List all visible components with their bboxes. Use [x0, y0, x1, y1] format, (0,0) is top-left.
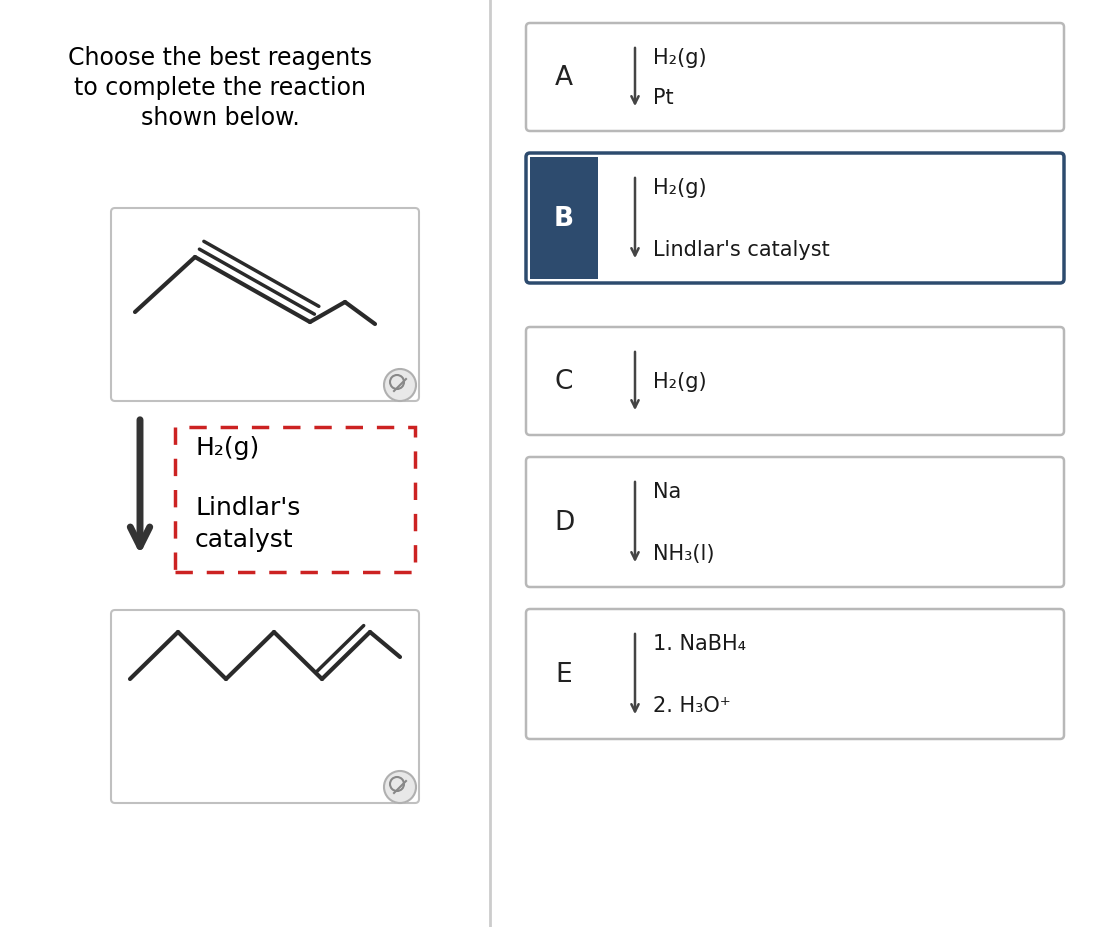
Text: B: B: [554, 206, 574, 232]
Text: H₂(g): H₂(g): [653, 178, 707, 197]
FancyBboxPatch shape: [526, 154, 1064, 284]
Text: E: E: [555, 661, 572, 687]
Text: Pt: Pt: [653, 88, 674, 108]
Text: Lindlar's catalyst: Lindlar's catalyst: [653, 240, 830, 260]
Text: to complete the reaction: to complete the reaction: [74, 76, 366, 100]
Text: catalyst: catalyst: [195, 527, 293, 552]
Circle shape: [384, 370, 416, 401]
FancyBboxPatch shape: [526, 458, 1064, 588]
FancyBboxPatch shape: [526, 24, 1064, 132]
FancyBboxPatch shape: [530, 158, 598, 280]
FancyBboxPatch shape: [526, 327, 1064, 436]
Text: 2. H₃O⁺: 2. H₃O⁺: [653, 695, 731, 716]
Text: C: C: [555, 369, 573, 395]
Text: shown below.: shown below.: [140, 106, 300, 130]
FancyBboxPatch shape: [526, 609, 1064, 739]
Text: 1. NaBH₄: 1. NaBH₄: [653, 633, 747, 654]
Text: D: D: [554, 510, 574, 536]
Text: NH₃(l): NH₃(l): [653, 543, 714, 564]
Text: H₂(g): H₂(g): [653, 48, 707, 68]
FancyBboxPatch shape: [175, 427, 415, 572]
Text: H₂(g): H₂(g): [195, 436, 259, 460]
FancyBboxPatch shape: [111, 209, 419, 401]
Text: Na: Na: [653, 481, 681, 502]
FancyBboxPatch shape: [111, 610, 419, 803]
Text: Lindlar's: Lindlar's: [195, 495, 301, 519]
Text: A: A: [555, 65, 573, 91]
Text: Choose the best reagents: Choose the best reagents: [67, 46, 372, 70]
Text: H₂(g): H₂(g): [653, 372, 707, 391]
Circle shape: [384, 771, 416, 803]
